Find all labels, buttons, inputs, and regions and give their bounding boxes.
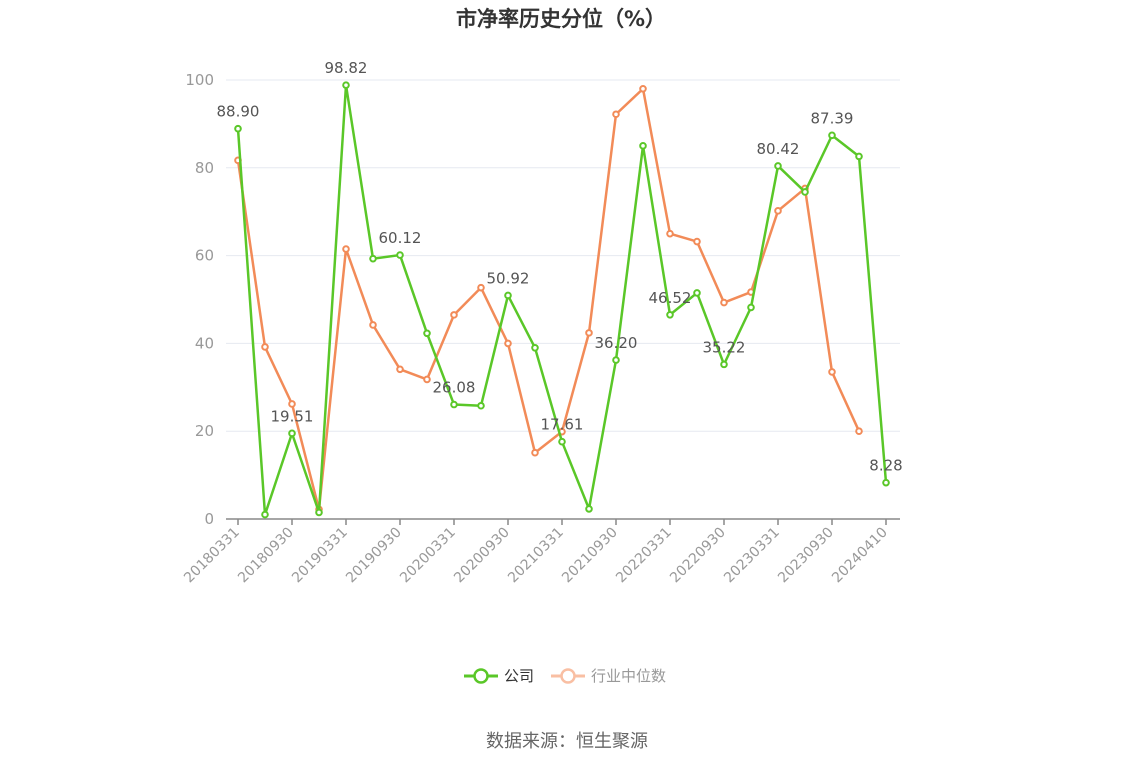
data-point (450, 400, 458, 409)
legend-item-1[interactable]: 行业中位数 (551, 667, 666, 685)
series-group (234, 81, 890, 519)
data-point (288, 400, 296, 408)
data-label: 35.22 (703, 338, 746, 356)
data-point (396, 365, 404, 374)
x-tick-label: 20210331 (505, 525, 567, 587)
data-point (315, 508, 323, 517)
data-point (369, 254, 377, 263)
data-label: 98.82 (325, 59, 368, 77)
data-point (693, 289, 701, 297)
data-point (531, 448, 539, 457)
data-point (855, 152, 863, 161)
data-label: 80.42 (757, 140, 800, 158)
y-tick-label: 0 (204, 510, 214, 528)
data-point (342, 245, 350, 253)
data-point (261, 510, 269, 519)
x-tick-label: 20230930 (775, 525, 837, 587)
data-point (504, 291, 512, 300)
y-axis-ticks: 0 20 40 60 80 100 (185, 71, 214, 528)
data-point (423, 375, 431, 384)
data-point (693, 237, 701, 246)
x-tick-label: 20220930 (667, 525, 729, 587)
data-point (342, 81, 350, 89)
data-point (261, 343, 269, 351)
x-tick-label: 20230331 (721, 525, 783, 587)
x-tick-label: 20240410 (829, 525, 891, 587)
data-point (666, 229, 674, 238)
data-label: 88.90 (217, 103, 260, 121)
data-point (234, 124, 242, 133)
data-point (612, 110, 620, 119)
y-tick-label: 100 (185, 71, 214, 89)
legend-marker (560, 668, 576, 684)
data-point (369, 321, 377, 329)
data-point (288, 429, 296, 438)
data-label: 8.28 (869, 457, 902, 475)
y-tick-label: 20 (195, 422, 214, 440)
x-tick-label: 20190930 (343, 525, 405, 587)
data-point (612, 356, 620, 364)
data-point (477, 283, 485, 292)
data-label: 19.51 (271, 407, 314, 425)
x-tick-label: 20190331 (289, 525, 351, 587)
x-tick-label: 20200331 (397, 525, 459, 587)
data-point (882, 478, 890, 487)
source-text: 数据来源：恒生聚源 (486, 731, 648, 752)
legend[interactable]: 公司 行业中位数 (464, 667, 666, 685)
data-point (720, 360, 728, 369)
legend-label: 行业中位数 (591, 667, 666, 685)
data-point (504, 339, 512, 348)
data-point (639, 84, 647, 93)
data-label: 46.52 (649, 289, 692, 307)
data-point (585, 505, 593, 513)
data-point (720, 298, 728, 307)
x-tick-label: 20200930 (451, 525, 513, 587)
data-point (639, 142, 647, 150)
data-point (396, 251, 404, 259)
data-point (828, 131, 836, 140)
data-label: 50.92 (487, 269, 530, 287)
data-point (477, 401, 485, 410)
x-tick-label: 20220331 (613, 525, 675, 587)
x-tick-label: 20180930 (235, 525, 297, 587)
x-tick-label: 20210930 (559, 525, 621, 587)
data-point (747, 303, 755, 312)
data-point (423, 329, 431, 338)
data-point (855, 427, 863, 436)
data-label: 60.12 (379, 229, 422, 247)
data-point (774, 162, 782, 170)
data-label: 17.61 (541, 416, 584, 434)
data-point (450, 311, 458, 319)
chart-title: 市净率历史分位（%） (456, 7, 666, 31)
data-point (531, 343, 539, 352)
data-point (801, 188, 809, 196)
y-tick-label: 60 (195, 247, 214, 265)
data-point (828, 368, 836, 376)
data-point (558, 437, 566, 446)
data-labels: 88.90 19.51 98.82 60.12 26.08 50.92 17.61 36.20… (217, 59, 903, 474)
legend-item-0[interactable]: 公司 (464, 667, 534, 685)
legend-marker (473, 668, 489, 684)
data-point (774, 207, 782, 215)
y-tick-label: 40 (195, 334, 214, 352)
gridlines (226, 79, 900, 432)
data-point (585, 329, 593, 337)
data-label: 87.39 (811, 109, 854, 127)
data-point (666, 310, 674, 319)
y-tick-label: 80 (195, 159, 214, 177)
x-axis: 2018033120180930201903312019093020200331… (181, 518, 900, 587)
data-label: 36.20 (595, 334, 638, 352)
legend-label: 公司 (504, 667, 534, 685)
data-label: 26.08 (433, 379, 476, 397)
x-tick-label: 20180331 (181, 525, 243, 587)
